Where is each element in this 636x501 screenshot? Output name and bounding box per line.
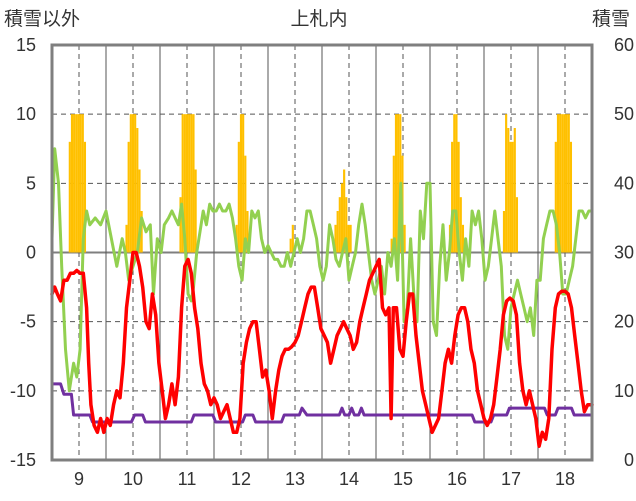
bar [567, 114, 570, 253]
bar [509, 141, 512, 253]
right-tick-label: 60 [614, 35, 634, 55]
bar [505, 114, 508, 253]
bar [291, 224, 294, 253]
bar [179, 197, 182, 253]
x-tick-label: 14 [339, 469, 359, 489]
left-axis-title: 積雪以外 [4, 8, 80, 30]
left-tick-label: 0 [26, 243, 36, 263]
bar [127, 141, 130, 253]
x-tick-label: 13 [285, 469, 305, 489]
bar [181, 114, 184, 253]
x-tick-label: 10 [123, 469, 143, 489]
bar [185, 114, 189, 253]
bar [83, 141, 87, 253]
bar [183, 114, 186, 253]
right-axis-title: 積雪 [592, 8, 630, 30]
bar [349, 224, 352, 253]
bar [81, 114, 84, 253]
left-tick-label: -15 [10, 450, 36, 470]
bar [455, 114, 458, 253]
x-tick-label: 16 [447, 469, 467, 489]
bar [556, 114, 560, 253]
bar [125, 224, 128, 253]
purple-line [50, 382, 594, 424]
bar [289, 238, 292, 253]
bar [390, 238, 393, 253]
bar [565, 114, 568, 253]
bar [129, 114, 132, 253]
plot-frame [50, 43, 594, 462]
bar [392, 155, 395, 253]
bar [345, 197, 348, 253]
bar [334, 224, 337, 253]
bar [239, 114, 243, 253]
bar [451, 141, 454, 253]
x-tick-label: 15 [393, 469, 413, 489]
bar [561, 114, 564, 253]
x-tick-label: 11 [178, 469, 197, 489]
bar [242, 114, 245, 253]
bar [513, 128, 516, 253]
x-tick-label: 9 [74, 469, 84, 489]
green-line [50, 147, 594, 393]
bar [338, 197, 341, 253]
bar [68, 141, 71, 253]
bar [73, 114, 76, 253]
bar [70, 114, 74, 253]
bar [563, 114, 566, 253]
bar [246, 211, 249, 253]
bar [403, 224, 406, 253]
left-tick-label: 10 [16, 104, 36, 124]
right-tick-label: 40 [614, 173, 634, 193]
chart-title: 上札内 [290, 8, 347, 30]
bar [453, 114, 456, 253]
bar [340, 183, 344, 253]
bar [192, 114, 195, 253]
bar [343, 169, 346, 253]
bar [457, 141, 460, 253]
bar [138, 169, 141, 253]
bar [134, 114, 137, 253]
left-tick-label: -10 [10, 381, 36, 401]
bar [397, 114, 400, 253]
bar [237, 141, 240, 253]
bar [502, 211, 506, 253]
bar [75, 114, 78, 253]
bar [79, 114, 82, 253]
right-tick-label: 30 [614, 243, 634, 263]
x-tick-label: 17 [501, 469, 521, 489]
bar [461, 224, 465, 253]
x-tick-label: 18 [555, 469, 575, 489]
right-tick-label: 10 [614, 381, 634, 401]
bar [511, 141, 514, 253]
left-tick-label: 5 [26, 173, 36, 193]
line-series [50, 147, 594, 448]
bar [140, 211, 143, 253]
bar [554, 141, 557, 253]
bar [336, 211, 339, 253]
bar [136, 128, 139, 253]
bar [394, 114, 398, 253]
bar [190, 114, 193, 253]
bar [131, 114, 135, 253]
bar [459, 197, 462, 253]
x-tick-label: 12 [231, 469, 251, 489]
left-tick-label: 15 [16, 35, 36, 55]
bar [194, 169, 197, 253]
bar [515, 197, 519, 253]
bar [559, 114, 562, 253]
right-tick-label: 50 [614, 104, 634, 124]
bar [569, 141, 573, 253]
left-tick-label: -5 [20, 312, 36, 332]
bar [77, 114, 80, 253]
red-line [50, 250, 594, 448]
bar [507, 128, 510, 253]
right-tick-label: 20 [614, 312, 634, 332]
right-tick-label: 0 [624, 450, 634, 470]
bar [244, 155, 247, 253]
bar [347, 224, 350, 253]
bar [188, 114, 191, 253]
